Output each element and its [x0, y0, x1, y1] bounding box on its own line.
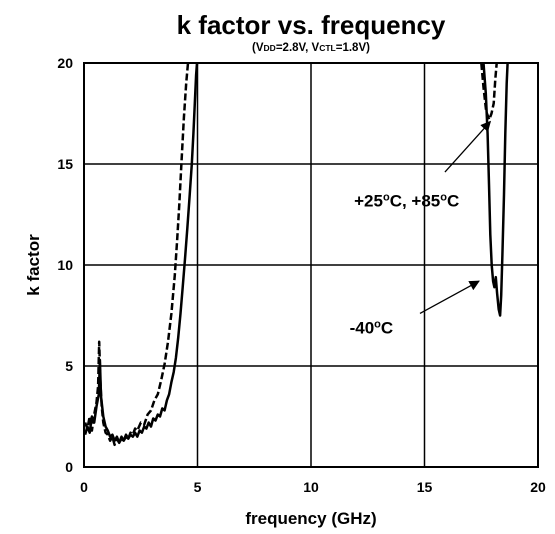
annotation-arrow-warm — [444, 120, 492, 173]
y-tick-label-4: 20 — [57, 55, 73, 71]
annotation-label-cold: -40oC — [350, 319, 394, 338]
data-series — [84, 63, 509, 447]
y-tick-label-3: 15 — [57, 156, 73, 172]
temperature-annotations: +25oC, +85oC-40oC — [350, 120, 492, 338]
y-tick-label-0: 0 — [65, 459, 73, 475]
subtitle-vdd-value: =2.8V, V — [276, 42, 320, 54]
annotation-part-cold-2: C — [381, 319, 393, 338]
annotation-arrow-cold — [419, 280, 480, 315]
annotation-part-warm-0: +25 — [354, 191, 383, 210]
annotation-part-warm-4: C — [447, 191, 459, 210]
x-tick-label-4: 20 — [530, 479, 546, 495]
x-tick-label-2: 10 — [303, 479, 319, 495]
annotation-part-cold-0: -40 — [350, 319, 375, 338]
subtitle-vctl-subscript: CTL — [319, 43, 336, 53]
annotation-part-warm-1: o — [383, 191, 390, 203]
series-solid-segment-1 — [482, 63, 509, 317]
subtitle-vctl-value: =1.8V) — [336, 42, 370, 54]
annotation-part-warm-3: o — [440, 191, 447, 203]
annotation-part-warm-2: C, +85 — [390, 191, 441, 210]
plot-frame — [83, 62, 539, 468]
annotation-label-warm: +25oC, +85oC — [354, 191, 459, 210]
x-tick-label-3: 15 — [417, 479, 433, 495]
y-axis-label: k factor — [24, 234, 43, 296]
chart-subtitle: (VDD=2.8V, VCTL=1.8V) — [252, 42, 370, 54]
x-axis-label: frequency (GHz) — [245, 509, 376, 528]
x-tick-label-1: 5 — [194, 479, 202, 495]
series-solid-segment-0 — [84, 63, 199, 445]
y-tick-label-1: 5 — [65, 358, 73, 374]
series-dashed-segment-0 — [84, 63, 190, 447]
axis-tick-labels: 0 5 10 15 20 0 5 10 15 20 — [57, 55, 546, 495]
subtitle-open: (V — [252, 42, 264, 54]
chart-title: k factor vs. frequency — [177, 10, 446, 40]
x-tick-label-0: 0 — [80, 479, 88, 495]
annotation-part-cold-1: o — [374, 319, 381, 331]
series-dashed-segment-1 — [480, 63, 498, 121]
y-tick-label-2: 10 — [57, 257, 73, 273]
subtitle-vdd-subscript: DD — [264, 43, 276, 53]
